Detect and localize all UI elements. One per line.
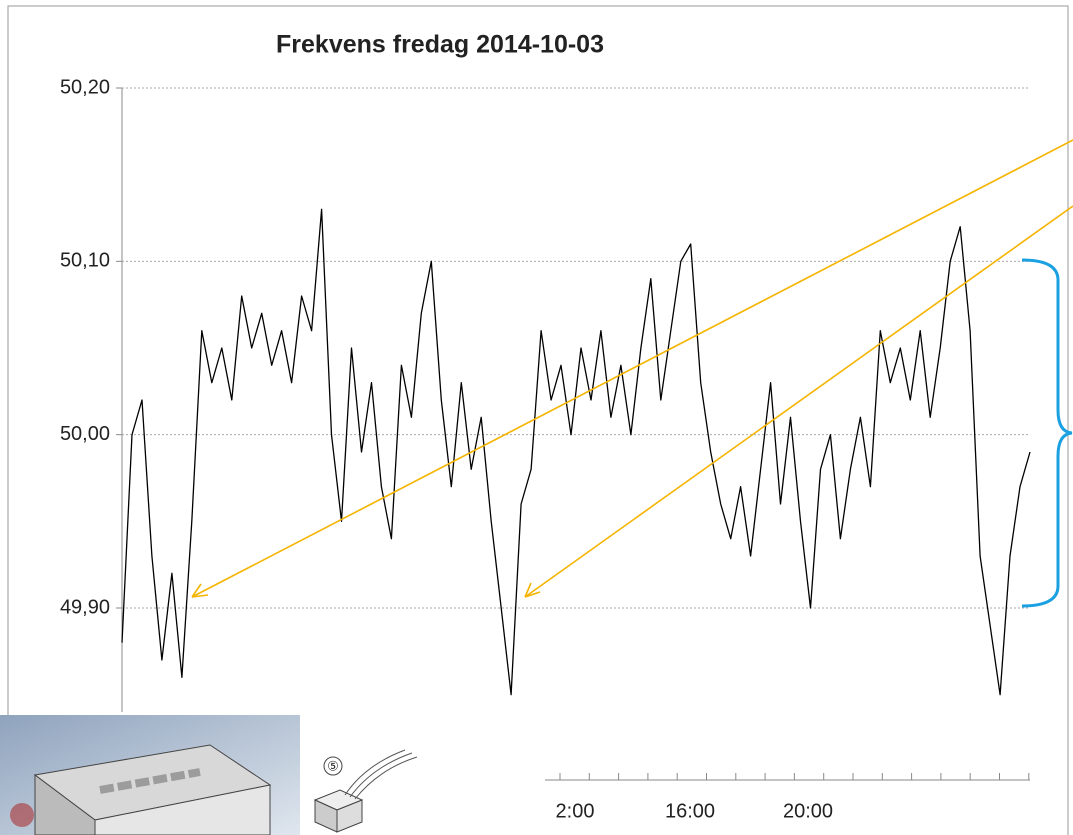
y-tick-label: 50,10: [60, 250, 110, 272]
y-tick-label: 50,00: [60, 423, 110, 445]
bracket: [1021, 258, 1073, 608]
plot: [116, 87, 1031, 696]
bottom-axis-label: 2:00: [556, 800, 595, 822]
bottom-axis-label: 16:00: [665, 800, 715, 822]
annotation-arrows: [191, 139, 1073, 598]
y-tick-label: 50,20: [60, 76, 110, 98]
illustration: ⑤: [0, 715, 418, 835]
bottom-axis-label: 20:00: [783, 800, 833, 822]
chart-frame: [7, 5, 1069, 835]
illustration-marker: ⑤: [327, 758, 339, 773]
bottom-axis-ticks: [559, 773, 1030, 780]
chart-title: Frekvens fredag 2014-10-03: [276, 31, 604, 59]
y-tick-label: 49,90: [60, 596, 110, 618]
line-series: [121, 208, 1031, 696]
